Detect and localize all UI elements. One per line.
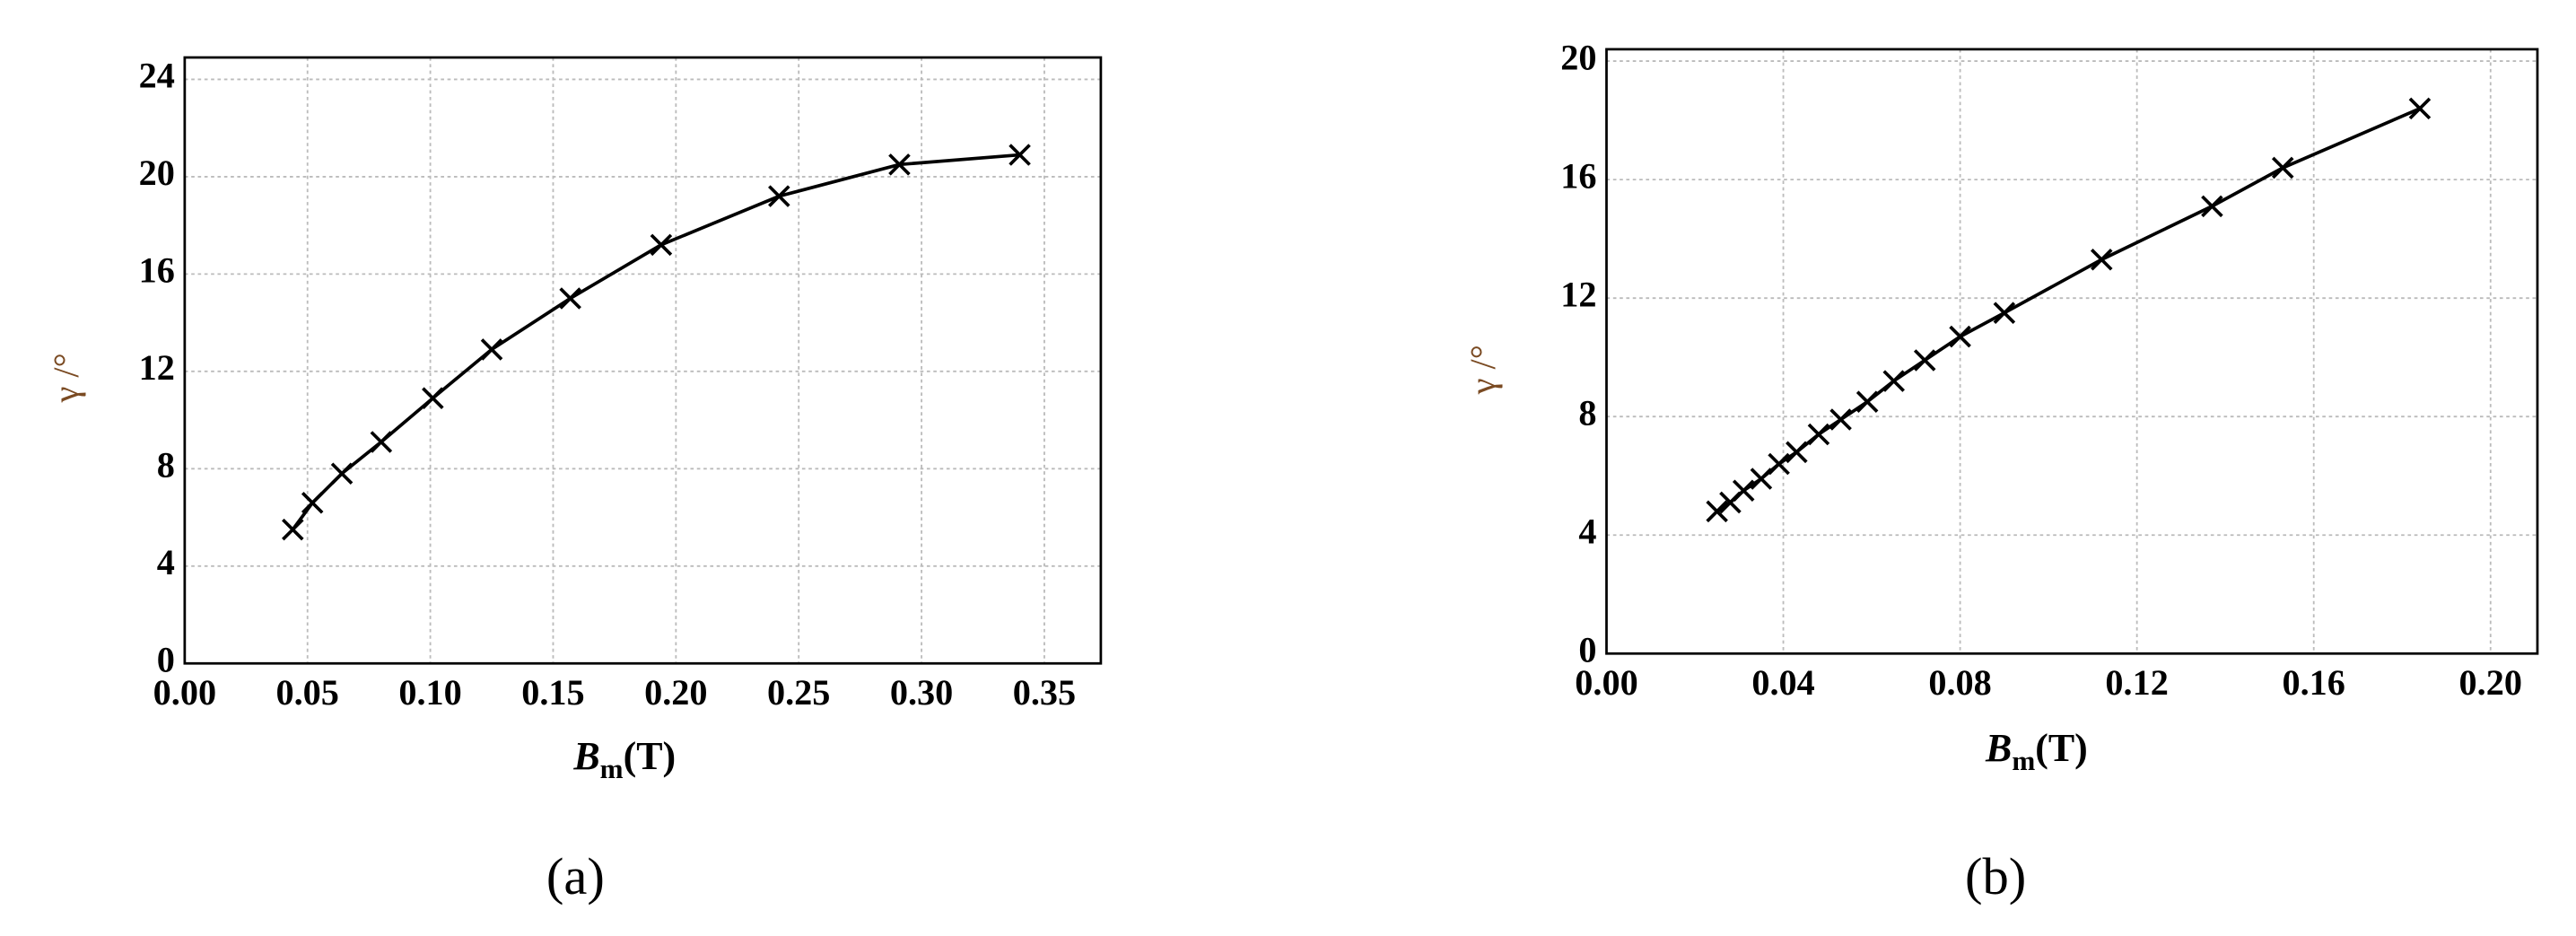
panel-label: (b) bbox=[1965, 847, 2026, 905]
data-line bbox=[291, 153, 1020, 531]
data-point bbox=[1009, 144, 1031, 166]
x-label-unit: (T) bbox=[2035, 727, 2088, 770]
data-point bbox=[650, 233, 673, 257]
y-tick-label: 0 bbox=[1578, 630, 1596, 670]
y-tick-label: 8 bbox=[157, 445, 175, 485]
data-point bbox=[559, 287, 581, 310]
x-tick-label: 0.16 bbox=[2282, 662, 2345, 703]
data-point bbox=[1706, 500, 1728, 523]
plot-frame bbox=[183, 56, 1103, 665]
data-point bbox=[422, 387, 444, 409]
plot-frame bbox=[1605, 48, 2539, 655]
data-point bbox=[480, 338, 503, 361]
data-point bbox=[301, 492, 324, 514]
data-point bbox=[1750, 468, 1773, 490]
y-tick-label: 24 bbox=[139, 56, 175, 96]
x-label-symbol: B bbox=[572, 735, 599, 778]
data-point bbox=[1882, 370, 1905, 392]
y-tick-label: 20 bbox=[139, 153, 175, 193]
data-point bbox=[282, 518, 304, 541]
y-tick-label: 4 bbox=[157, 542, 175, 582]
y-axis-label: γ /° bbox=[1463, 345, 1503, 395]
y-tick-label: 16 bbox=[1560, 155, 1596, 196]
x-label-unit: (T) bbox=[624, 735, 677, 778]
x-tick-label: 0.00 bbox=[153, 672, 216, 713]
data-point bbox=[1786, 441, 1808, 464]
y-tick-label: 20 bbox=[1560, 37, 1596, 77]
y-tick-label: 12 bbox=[139, 347, 175, 388]
y-tick-label: 8 bbox=[1578, 392, 1596, 433]
x-tick-label: 0.20 bbox=[2459, 662, 2522, 703]
data-point bbox=[1732, 479, 1755, 502]
y-tick-label: 4 bbox=[1578, 511, 1596, 551]
x-tick-label: 0.00 bbox=[1575, 662, 1637, 703]
data-point bbox=[768, 185, 790, 207]
data-point bbox=[2271, 156, 2294, 179]
data-point bbox=[2201, 195, 2223, 218]
x-tick-label: 0.12 bbox=[2105, 662, 2168, 703]
x-tick-label: 0.25 bbox=[767, 672, 830, 713]
x-label-subscript: m bbox=[2012, 745, 2035, 776]
x-axis-label: Bm(T) bbox=[1985, 727, 2088, 776]
panel-label: (a) bbox=[546, 847, 605, 905]
data-point bbox=[1913, 349, 1936, 372]
data-point bbox=[1856, 390, 1879, 413]
x-tick-label: 0.10 bbox=[398, 672, 461, 713]
data-point bbox=[2408, 97, 2432, 120]
x-tick-label: 0.20 bbox=[644, 672, 707, 713]
data-point bbox=[330, 462, 354, 485]
x-label-symbol: B bbox=[1985, 727, 2012, 770]
x-tick-label: 0.08 bbox=[1928, 662, 1991, 703]
x-tick-label: 0.30 bbox=[890, 672, 953, 713]
y-tick-label: 16 bbox=[139, 250, 175, 291]
data-point bbox=[1829, 408, 1852, 431]
x-tick-label: 0.15 bbox=[521, 672, 584, 713]
data-point bbox=[1768, 452, 1790, 476]
x-tick-label: 0.04 bbox=[1751, 662, 1814, 703]
x-tick-label: 0.05 bbox=[276, 672, 339, 713]
data-point bbox=[370, 431, 393, 453]
data-point bbox=[2090, 248, 2113, 271]
data-point bbox=[1949, 325, 1971, 348]
x-tick-label: 0.35 bbox=[1013, 672, 1076, 713]
y-tick-label: 0 bbox=[157, 639, 175, 679]
y-tick-label: 12 bbox=[1560, 274, 1596, 314]
data-point bbox=[888, 153, 911, 176]
data-point bbox=[1807, 423, 1830, 446]
x-axis-label: Bm(T) bbox=[572, 735, 676, 784]
x-label-subscript: m bbox=[600, 753, 624, 784]
data-point bbox=[1993, 302, 2016, 324]
y-axis-label: γ /° bbox=[46, 353, 86, 403]
